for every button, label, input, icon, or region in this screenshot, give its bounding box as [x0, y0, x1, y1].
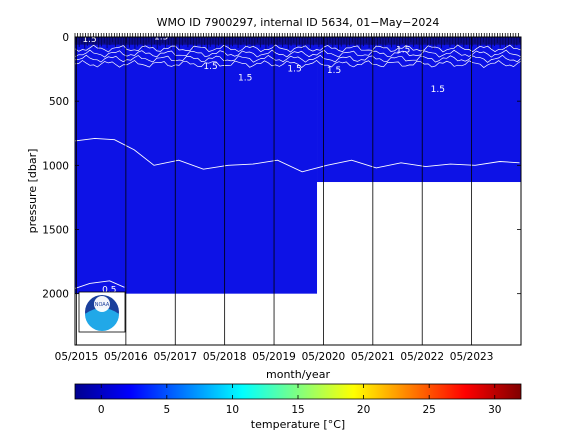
colorbar-tick-label: 0: [98, 404, 105, 416]
colorbar-ticks: 0 5 10 15 20 25 30: [98, 384, 501, 416]
contour-label: 1.5: [327, 66, 341, 76]
plot-area: 1.5 1.5 1.5 1.5 1.5 1.5 1.5 1.5 0.5: [75, 33, 521, 295]
y-tick-label: 0: [62, 32, 69, 44]
y-tick-label: 1500: [42, 225, 69, 237]
x-axis-label: month/year: [266, 368, 330, 381]
x-tick-label: 05/2018: [203, 351, 247, 363]
contour-1.5-line: [75, 137, 520, 173]
colorbar-tick-label: 5: [163, 404, 170, 416]
noaa-logo: NOAA: [78, 291, 126, 333]
x-tick-label: 05/2015: [55, 351, 99, 363]
contour-label: 1.5: [287, 65, 301, 75]
x-tick-label: 05/2019: [252, 351, 296, 363]
x-axis: 05/2015 05/2016 05/2017 05/2018 05/2019 05/20…: [55, 33, 519, 363]
chart-title: WMO ID 7900297, internal ID 5634, 01−May…: [157, 16, 440, 29]
y-axis: 0 500 1000 1500 2000: [42, 32, 521, 301]
colorbar-tick-label: 10: [226, 404, 239, 416]
colorbar-tick-label: 25: [422, 404, 435, 416]
shallow-contour-1: [75, 49, 521, 58]
colorbar-tick-label: 20: [357, 404, 370, 416]
x-tick-label: 05/2022: [400, 351, 444, 363]
y-tick-label: 500: [49, 96, 69, 108]
y-axis-label: pressure [dbar]: [26, 149, 39, 234]
colorbar-tick-label: 30: [488, 404, 501, 416]
data-section-0: [75, 37, 318, 294]
noaa-logo-text: NOAA: [95, 302, 110, 308]
x-tick-label: 05/2021: [351, 351, 395, 363]
x-tick-label: 05/2017: [153, 351, 197, 363]
contour-label: 1.5: [154, 33, 168, 43]
x-tick-label: 05/2023: [450, 351, 494, 363]
y-tick-label: 1000: [42, 160, 69, 172]
shallow-contour-2: [75, 54, 521, 63]
contour-0.5-line: [75, 280, 125, 289]
x-tick-label: 05/2016: [104, 351, 148, 363]
shallow-contour-0: [75, 44, 521, 53]
contour-label: 1.5: [431, 85, 445, 95]
data-section-1: [317, 37, 521, 183]
colorbar-tick-label: 15: [291, 404, 304, 416]
y-tick-label: 2000: [42, 289, 69, 301]
colorbar-label: temperature [°C]: [251, 418, 345, 431]
contour-label: 0.5: [102, 285, 116, 295]
contour-label: 1.5: [238, 74, 252, 84]
contour-label: 1.5: [203, 62, 217, 72]
contour-label: 1.5: [396, 45, 410, 55]
contour-label: 1.5: [82, 35, 96, 45]
x-tick-label: 05/2020: [302, 351, 346, 363]
shallow-contour-3: [75, 59, 521, 68]
